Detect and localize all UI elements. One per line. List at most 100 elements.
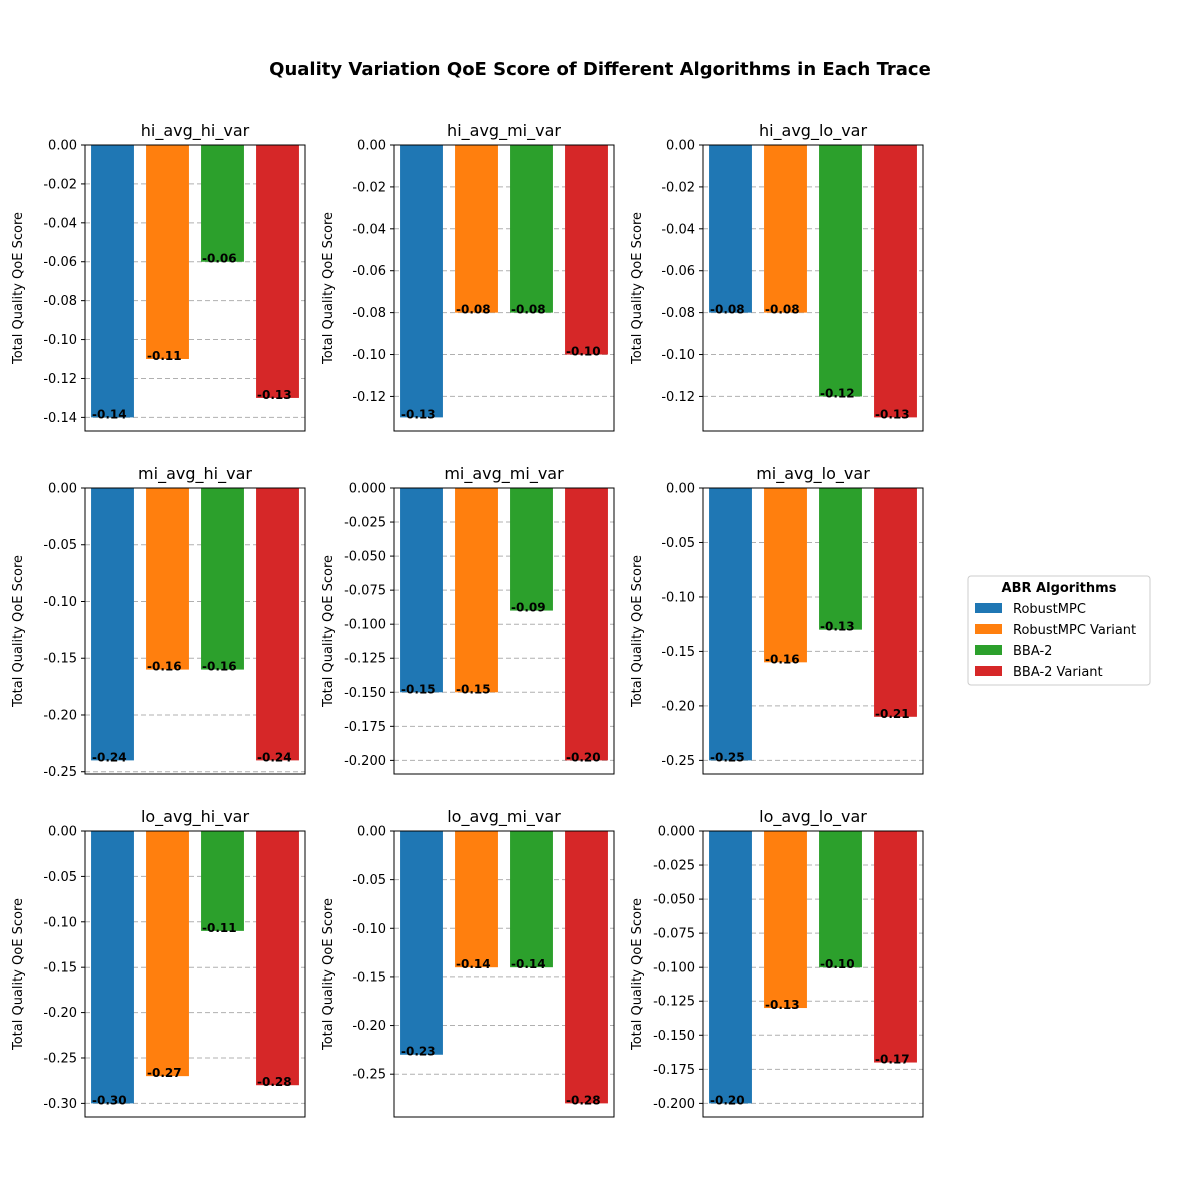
y-tick-label: -0.15	[661, 645, 695, 660]
bar-bba-2	[201, 488, 244, 670]
bar-value-label: -0.13	[820, 620, 855, 634]
y-tick-label: -0.06	[43, 255, 77, 270]
y-tick-label: -0.100	[344, 618, 386, 633]
bar-value-label: -0.25	[710, 750, 745, 764]
y-tick-label: 0.00	[357, 139, 386, 154]
axes-frame	[84, 144, 306, 432]
axes-frame	[702, 487, 924, 775]
chart-title: Quality Variation QoE Score of Different…	[269, 59, 931, 80]
y-tick-label: -0.025	[653, 859, 695, 874]
y-axis-label: Total Quality QoE Score	[321, 555, 336, 708]
y-tick-label: -0.10	[661, 590, 695, 605]
legend-entry: BBA-2 Variant	[1013, 665, 1103, 680]
y-tick-label: -0.075	[344, 584, 386, 599]
bar-value-label: -0.13	[401, 407, 436, 421]
y-tick-label: -0.30	[43, 1097, 77, 1112]
bar-value-label: -0.08	[765, 303, 800, 317]
legend: ABR Algorithms RobustMPC RobustMPC Variant…	[967, 575, 1151, 686]
subplot-mi_avg_lo_var: mi_avg_lo_var 0.00 -0.05 -0.10 -0.15 -0.20 -0.…	[630, 464, 924, 775]
y-tick-label: -0.10	[352, 922, 386, 937]
legend-title: ABR Algorithms	[1002, 581, 1117, 596]
y-tick-label: -0.25	[661, 754, 695, 769]
y-tick-label: -0.25	[43, 1051, 77, 1066]
bar-value-label: -0.20	[566, 750, 601, 764]
y-tick-label: -0.08	[43, 294, 77, 309]
bar-value-label: -0.17	[875, 1053, 910, 1067]
bar-value-label: -0.10	[820, 957, 855, 971]
bar-value-label: -0.15	[401, 682, 436, 696]
bar-value-label: -0.10	[566, 345, 601, 359]
y-axis-label: Total Quality QoE Score	[321, 212, 336, 365]
subplot-grid: hi_avg_hi_var 0.00 -0.02 -0.04 -0.06 -0.08 -0.…	[11, 121, 924, 1118]
bar-bba-2	[201, 831, 244, 931]
y-tick-label: -0.05	[661, 536, 695, 551]
subplot-title: mi_avg_lo_var	[756, 464, 870, 484]
subplot-hi_avg_mi_var: hi_avg_mi_var 0.00 -0.02 -0.04 -0.06 -0.08 -0.…	[321, 121, 615, 432]
subplot-title: lo_avg_lo_var	[759, 807, 867, 827]
bar-value-label: -0.15	[456, 682, 491, 696]
bar-robustmpc-variant	[146, 145, 189, 360]
subplot-title: mi_avg_mi_var	[444, 464, 564, 484]
bar-value-label: -0.13	[765, 998, 800, 1012]
y-tick-label: -0.150	[653, 1029, 695, 1044]
bar-robustmpc	[709, 488, 752, 761]
bar-value-label: -0.16	[202, 660, 237, 674]
y-tick-label: 0.00	[666, 139, 695, 154]
legend-swatch	[975, 645, 1002, 655]
bar-robustmpc	[91, 831, 134, 1104]
bar-value-label: -0.28	[566, 1093, 601, 1107]
subplot-title: lo_avg_mi_var	[447, 807, 561, 827]
bar-value-label: -0.08	[511, 303, 546, 317]
bar-bba-2-variant	[565, 488, 608, 761]
y-tick-label: -0.14	[43, 411, 77, 426]
bar-value-label: -0.16	[147, 660, 182, 674]
y-tick-label: -0.025	[344, 516, 386, 531]
subplot-mi_avg_hi_var: mi_avg_hi_var 0.00 -0.05 -0.10 -0.15 -0.20 -0.…	[11, 464, 306, 780]
bar-robustmpc	[91, 145, 134, 418]
y-tick-label: -0.12	[43, 372, 77, 387]
bar-value-label: -0.11	[147, 349, 182, 363]
subplot-mi_avg_mi_var: mi_avg_mi_var 0.000 -0.025 -0.050 -0.075 -0.1…	[321, 464, 615, 775]
legend-entry: BBA-2	[1013, 644, 1052, 659]
bar-bba-2-variant	[874, 145, 917, 418]
y-tick-label: -0.20	[352, 1019, 386, 1034]
axes-frame	[393, 487, 615, 775]
subplot-hi_avg_lo_var: hi_avg_lo_var 0.00 -0.02 -0.04 -0.06 -0.08 -0.…	[630, 121, 924, 432]
subplot-title: hi_avg_lo_var	[759, 121, 868, 141]
bar-bba-2	[819, 488, 862, 630]
bar-value-label: -0.13	[875, 407, 910, 421]
y-tick-label: 0.00	[48, 139, 77, 154]
bar-bba-2	[819, 145, 862, 397]
bar-value-label: -0.20	[710, 1093, 745, 1107]
subplot-lo_avg_lo_var: lo_avg_lo_var 0.000 -0.025 -0.050 -0.075 -0.1…	[630, 807, 924, 1118]
axes-frame	[84, 487, 306, 775]
y-tick-label: 0.000	[349, 482, 386, 497]
bar-value-label: -0.11	[202, 921, 237, 935]
y-tick-label: -0.100	[653, 961, 695, 976]
y-tick-label: -0.050	[344, 550, 386, 565]
bar-value-label: -0.14	[456, 957, 491, 971]
bar-robustmpc-variant	[764, 488, 807, 663]
y-axis-label: Total Quality QoE Score	[11, 898, 26, 1051]
y-tick-label: -0.200	[344, 754, 386, 769]
y-axis-label: Total Quality QoE Score	[11, 212, 26, 365]
y-tick-label: -0.02	[352, 180, 386, 195]
y-tick-label: -0.25	[352, 1068, 386, 1083]
bar-bba-2-variant	[874, 831, 917, 1063]
subplot-hi_avg_hi_var: hi_avg_hi_var 0.00 -0.02 -0.04 -0.06 -0.08 -0.…	[11, 121, 306, 432]
subplot-lo_avg_mi_var: lo_avg_mi_var 0.00 -0.05 -0.10 -0.15 -0.20 -0.…	[321, 807, 615, 1118]
bar-robustmpc-variant	[146, 831, 189, 1077]
y-tick-label: 0.000	[658, 825, 695, 840]
subplot-title: mi_avg_hi_var	[138, 464, 252, 484]
y-tick-label: 0.00	[48, 825, 77, 840]
bar-value-label: -0.27	[147, 1066, 182, 1080]
y-tick-label: -0.06	[352, 264, 386, 279]
legend-entry: RobustMPC	[1013, 602, 1086, 617]
bar-value-label: -0.23	[401, 1045, 436, 1059]
bar-value-label: -0.21	[875, 707, 910, 721]
bar-robustmpc-variant	[764, 831, 807, 1009]
y-axis-label: Total Quality QoE Score	[321, 898, 336, 1051]
y-tick-label: 0.00	[357, 825, 386, 840]
y-tick-label: -0.12	[661, 390, 695, 405]
